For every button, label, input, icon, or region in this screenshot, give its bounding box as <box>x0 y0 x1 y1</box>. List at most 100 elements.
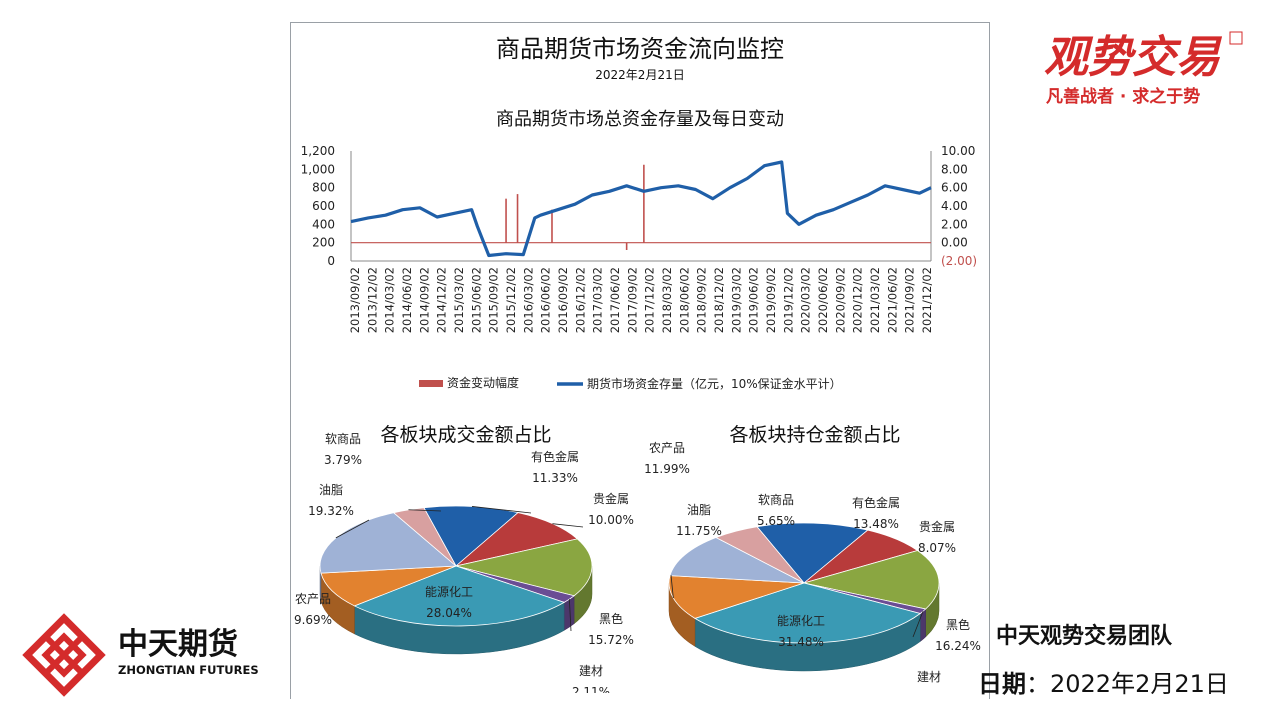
pie-slice-label: 能源化工 <box>777 614 825 628</box>
pie-slice-value: 31.48% <box>778 635 824 649</box>
team-name: 中天观势交易团队 <box>996 624 1173 649</box>
x-tick-label: 2013/09/02 <box>348 267 362 333</box>
pie-slice-value: 3.79% <box>324 453 362 467</box>
y-right-tick-label: 4.00 <box>941 199 968 213</box>
report-title: 商品期货市场资金流向监控 <box>496 35 784 63</box>
brand-slogan: 凡善战者 · 求之于势 <box>1046 86 1200 107</box>
fund-flow-line-chart: 1,200 1,000 800 600 400 200 0 10.00 8.00 6.00 4.00… <box>301 144 977 391</box>
pie-slice-value: 1.35% <box>910 691 948 693</box>
pie-slice-label: 能源化工 <box>425 585 473 599</box>
pie-slice-label: 建材 <box>917 670 941 684</box>
x-tick-label: 2016/03/02 <box>521 267 535 333</box>
y-left-tick-label: 800 <box>312 181 335 195</box>
legend-label-change: 资金变动幅度 <box>447 375 519 390</box>
pie-slice-label: 农产品 <box>295 592 331 606</box>
pie-slice-value: 11.75% <box>676 524 722 538</box>
y-right-tick-label: 8.00 <box>941 162 968 176</box>
x-tick-label: 2014/09/02 <box>417 267 431 333</box>
y-left-tick-label: 1,000 <box>301 162 335 176</box>
x-tick-label: 2017/03/02 <box>591 267 605 333</box>
pie-slice-value: 11.99% <box>644 462 690 476</box>
registered-mark <box>1229 31 1243 45</box>
y-left-tick-label: 200 <box>312 236 335 250</box>
x-tick-label: 2018/03/02 <box>660 267 674 333</box>
pie-slice-label: 贵金属 <box>593 491 629 506</box>
y-left-tick-label: 600 <box>312 199 335 213</box>
pie-leader-line <box>471 506 532 514</box>
y-right-tick-label: 2.00 <box>941 217 968 231</box>
pie-leader-line <box>552 523 584 528</box>
pie-slice-side <box>920 608 926 643</box>
x-tick-label: 2017/12/02 <box>643 267 657 333</box>
y-right-tick-label: 0.00 <box>941 236 968 250</box>
footer-date-separator: ： <box>1026 670 1050 698</box>
y-left-tick-label: 400 <box>312 217 335 231</box>
x-tick-label: 2018/06/02 <box>677 267 691 333</box>
x-tick-label: 2020/09/02 <box>833 267 847 333</box>
pie-leader-line <box>335 519 370 539</box>
pie-slice-label: 软商品 <box>758 492 794 507</box>
y-left-tick-label: 0 <box>327 254 335 268</box>
pie-slice-value: 10.00% <box>588 513 634 527</box>
x-tick-label: 2014/06/02 <box>400 267 414 333</box>
pie-slice <box>694 582 922 644</box>
pie-slice-value: 2.11% <box>572 685 610 693</box>
company-name-en: ZHONGTIAN FUTURES <box>118 663 259 677</box>
line-chart-title: 商品期货市场总资金存量及每日变动 <box>496 109 784 130</box>
x-tick-label: 2014/12/02 <box>435 267 449 333</box>
x-tick-label: 2021/09/02 <box>903 267 917 333</box>
footer-date-label: 日期 <box>978 670 1026 698</box>
x-tick-label: 2014/03/02 <box>383 267 397 333</box>
pie-slice <box>423 505 519 567</box>
pie-title: 各板块持仓金额占比 <box>729 424 900 446</box>
pie-slice-label: 有色金属 <box>531 449 579 464</box>
x-tick-label: 2020/06/02 <box>816 267 830 333</box>
pie-slice-label: 油脂 <box>319 482 343 497</box>
x-tick-label: 2015/09/02 <box>487 267 501 333</box>
y-right-tick-label: 10.00 <box>941 144 975 158</box>
footer-date: 日期：2022年2月21日 <box>978 664 1229 699</box>
report-panel: 商品期货市场资金流向监控 2022年2月21日 商品期货市场总资金存量及每日变动… <box>290 22 990 699</box>
x-tick-label: 2018/09/02 <box>695 267 709 333</box>
pie-slice-value: 13.48% <box>853 517 899 531</box>
x-tick-label: 2015/03/02 <box>452 267 466 333</box>
pie-leader-line <box>568 599 572 632</box>
pie-slice-value: 19.32% <box>308 504 354 518</box>
x-tick-label: 2017/06/02 <box>608 267 622 333</box>
pie-slice <box>455 512 579 567</box>
x-tick-label: 2021/12/02 <box>920 267 934 333</box>
pie-slice-label: 农产品 <box>649 441 685 455</box>
pie-slice-label: 黑色 <box>599 612 623 626</box>
pie-slice-label: 油脂 <box>687 502 711 517</box>
legend-label-stock: 期货市场资金存量（亿元，10%保证金水平计） <box>587 376 842 391</box>
company-name-cn: 中天期货 <box>118 627 238 662</box>
brand-logo: 观势交易 凡善战者 · 求之于势 <box>1044 31 1243 107</box>
pie-slice-value: 9.69% <box>294 613 332 627</box>
x-tick-label: 2020/12/02 <box>851 267 865 333</box>
pie-slice-value: 28.04% <box>426 606 472 620</box>
pie-slice-value: 11.33% <box>532 471 578 485</box>
x-tick-label: 2021/06/02 <box>885 267 899 333</box>
company-logo-mark <box>22 613 106 697</box>
pie-slice <box>455 538 593 597</box>
pie-slice-label: 建材 <box>579 664 603 678</box>
report-date: 2022年2月21日 <box>595 68 685 82</box>
pie-leader-line <box>912 611 924 638</box>
pie-slice-value: 15.72% <box>588 633 634 647</box>
y-left-tick-label: 1,200 <box>301 144 335 158</box>
x-tick-label: 2019/12/02 <box>781 267 795 333</box>
x-tick-label: 2020/03/02 <box>799 267 813 333</box>
pie-slice-label: 软商品 <box>325 431 361 446</box>
pie-slice-label: 贵金属 <box>919 519 955 534</box>
x-tick-label: 2016/12/02 <box>573 267 587 333</box>
pie-slice <box>669 537 805 584</box>
x-tick-label: 2013/12/02 <box>365 267 379 333</box>
pie-slice <box>320 565 457 607</box>
pie-slice <box>803 550 940 610</box>
y-right-tick-label: (2.00) <box>941 254 977 268</box>
x-tick-label: 2021/03/02 <box>868 267 882 333</box>
x-tick-label: 2015/12/02 <box>504 267 518 333</box>
company-logo: 中天期货 ZHONGTIAN FUTURES <box>22 613 259 697</box>
pie-title: 各板块成交金额占比 <box>380 424 551 446</box>
